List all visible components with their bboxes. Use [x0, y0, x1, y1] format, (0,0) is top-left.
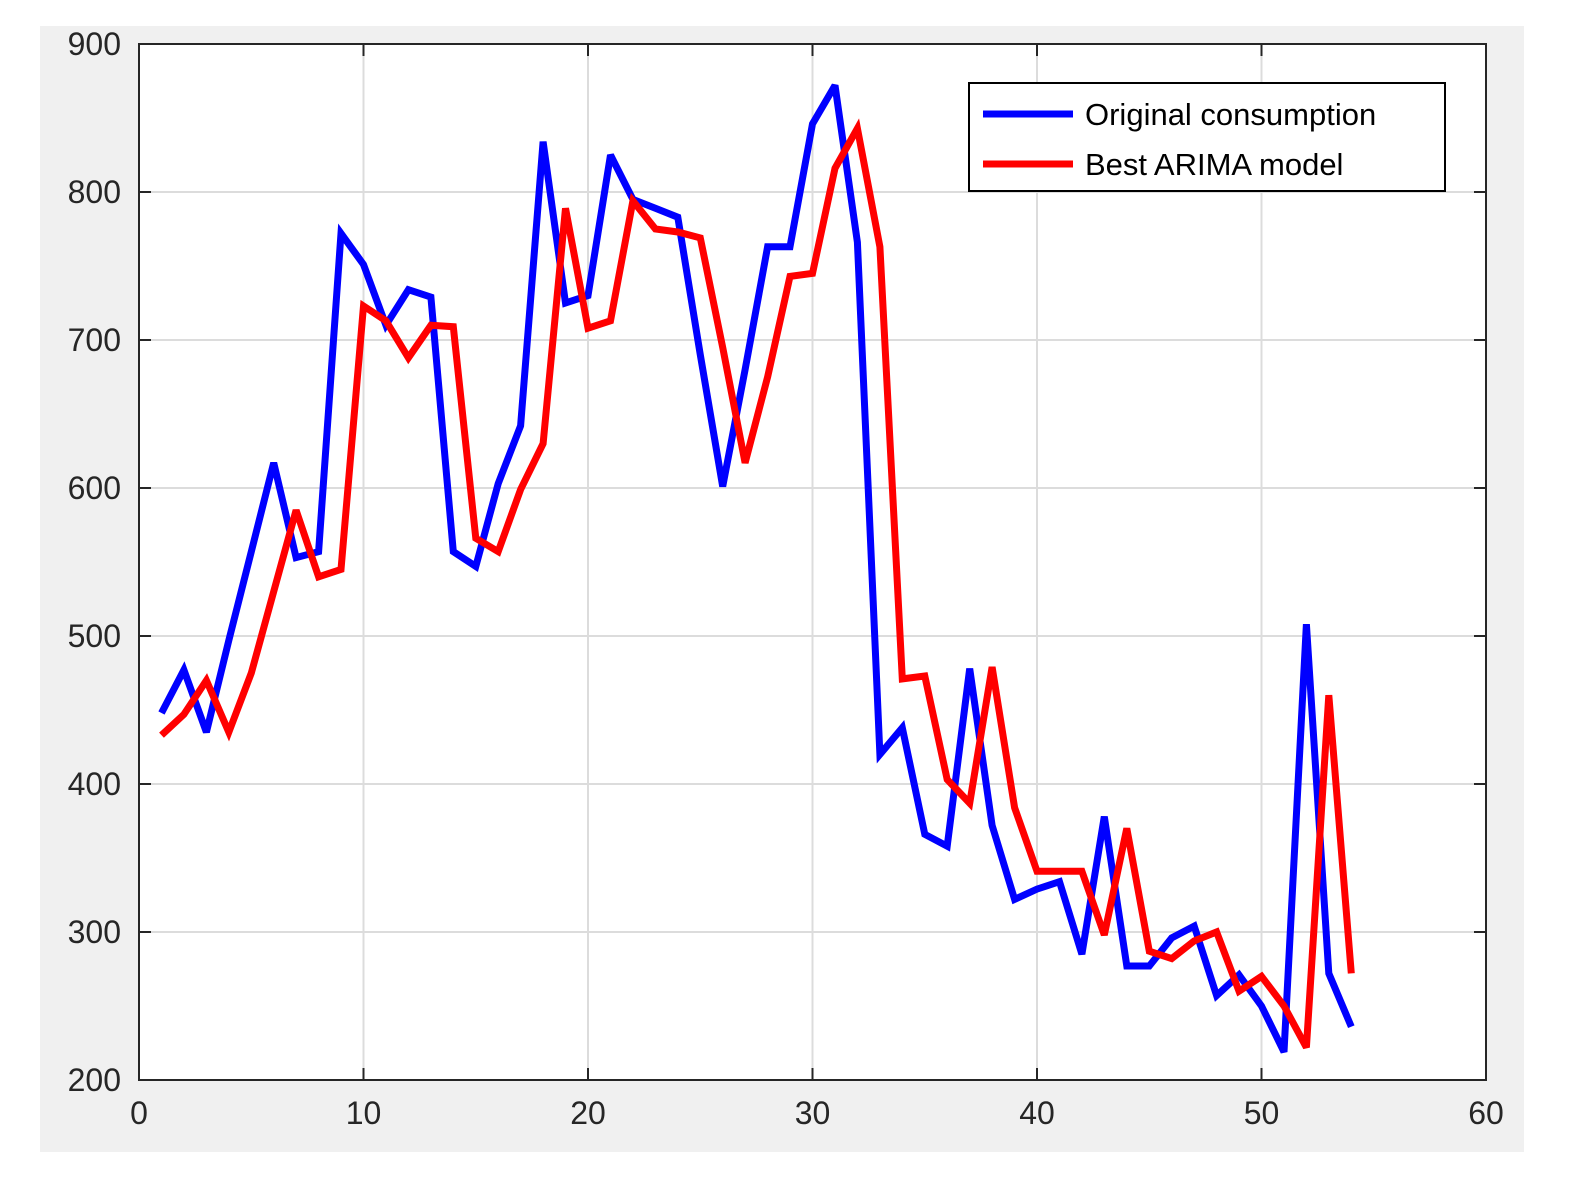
y-axis-tick-labels: 200 300 400 500 600 700 800 900 [68, 26, 121, 1098]
line-chart: 0 10 20 30 40 50 60 200 300 400 500 600 700 800 900 O… [68, 26, 1504, 1131]
y-tick-label: 200 [68, 1062, 121, 1098]
legend-box [968, 82, 1446, 192]
legend-label-arima: Best ARIMA model [1085, 147, 1343, 182]
y-tick-label: 300 [68, 914, 121, 950]
y-tick-label: 500 [68, 618, 121, 654]
original-consumption-line [158, 83, 1355, 1054]
x-axis-tick-labels: 0 10 20 30 40 50 60 [130, 1095, 1504, 1131]
x-tick-label: 50 [1244, 1095, 1280, 1131]
x-tick-label: 0 [130, 1095, 148, 1131]
legend-label-original: Original consumption [1085, 97, 1376, 132]
series-lines [158, 83, 1355, 1054]
y-tick-label: 800 [68, 174, 121, 210]
x-tick-label: 40 [1019, 1095, 1055, 1131]
y-tick-label: 700 [68, 322, 121, 358]
y-tick-label: 400 [68, 766, 121, 802]
x-tick-label: 60 [1468, 1095, 1504, 1131]
y-tick-label: 900 [68, 26, 121, 62]
figure-background: 0 10 20 30 40 50 60 200 300 400 500 600 700 800 900 O… [40, 26, 1524, 1152]
y-tick-label: 600 [68, 470, 121, 506]
axis-ticks [138, 43, 1487, 1081]
x-tick-label: 20 [570, 1095, 606, 1131]
legend: Original consumption Best ARIMA model [968, 82, 1446, 192]
best-arima-model-line [159, 118, 1355, 1050]
x-tick-label: 30 [795, 1095, 831, 1131]
x-tick-label: 10 [346, 1095, 382, 1131]
